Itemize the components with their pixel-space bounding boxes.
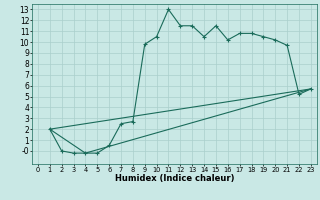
X-axis label: Humidex (Indice chaleur): Humidex (Indice chaleur)	[115, 174, 234, 183]
